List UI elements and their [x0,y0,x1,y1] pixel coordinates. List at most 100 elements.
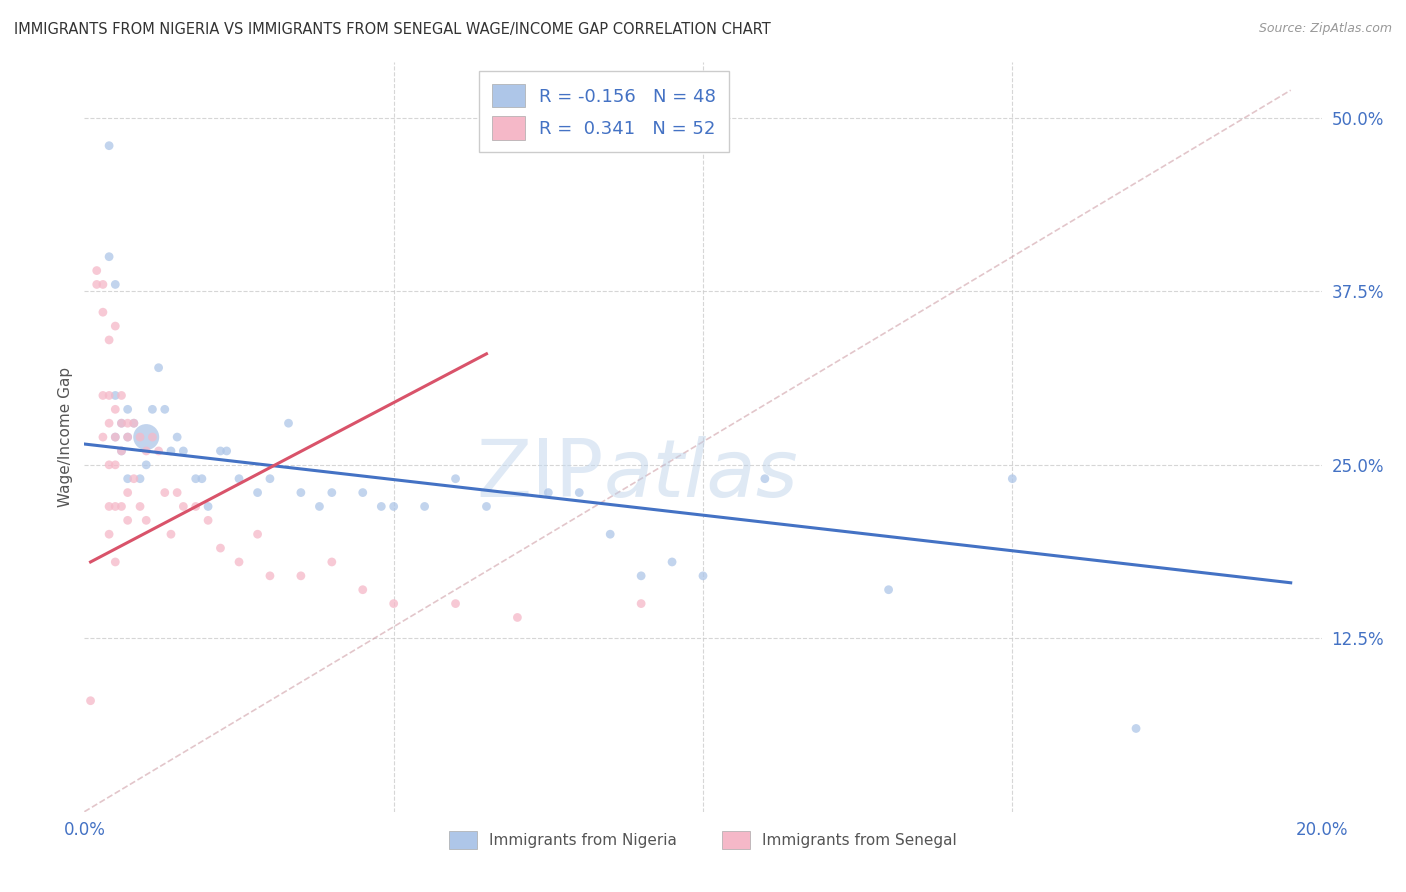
Point [104,319,127,334]
Point [599,527,621,541]
Point [98,333,121,347]
Point [110,444,132,458]
Point [568,485,591,500]
Point [110,416,132,430]
Point [197,513,219,527]
Point [754,472,776,486]
Point [1125,722,1147,736]
Text: IMMIGRANTS FROM NIGERIA VS IMMIGRANTS FROM SENEGAL WAGE/INCOME GAP CORRELATION C: IMMIGRANTS FROM NIGERIA VS IMMIGRANTS FR… [14,22,770,37]
Point [630,597,652,611]
Point [122,416,145,430]
Point [259,569,281,583]
Point [110,500,132,514]
Point [91,277,114,292]
Point [184,472,207,486]
Point [308,500,330,514]
Point [91,305,114,319]
Point [506,610,529,624]
Point [277,416,299,430]
Point [153,402,176,417]
Point [104,388,127,402]
Point [352,485,374,500]
Point [86,277,108,292]
Point [129,430,152,444]
Point [166,485,188,500]
Point [352,582,374,597]
Point [104,555,127,569]
Point [382,500,405,514]
Point [141,402,163,417]
Point [122,416,145,430]
Point [444,472,467,486]
Point [413,500,436,514]
Point [290,485,312,500]
Point [98,527,121,541]
Point [135,513,157,527]
Point [110,388,132,402]
Point [79,694,101,708]
Point [98,500,121,514]
Point [117,485,139,500]
Point [259,472,281,486]
Point [110,416,132,430]
Point [246,527,269,541]
Point [104,500,127,514]
Point [321,555,343,569]
Point [197,500,219,514]
Point [630,569,652,583]
Point [91,430,114,444]
Text: ZIP: ZIP [477,435,605,514]
Legend: Immigrants from Nigeria, Immigrants from Senegal: Immigrants from Nigeria, Immigrants from… [441,823,965,856]
Point [135,458,157,472]
Point [228,555,250,569]
Point [153,485,176,500]
Point [86,263,108,277]
Point [148,360,170,375]
Point [321,485,343,500]
Point [98,458,121,472]
Point [160,527,183,541]
Point [110,444,132,458]
Point [370,500,392,514]
Point [184,500,207,514]
Point [98,250,121,264]
Point [117,513,139,527]
Point [104,458,127,472]
Point [475,500,498,514]
Point [104,430,127,444]
Point [246,485,269,500]
Point [444,597,467,611]
Point [537,485,560,500]
Point [117,430,139,444]
Point [1001,472,1024,486]
Point [166,430,188,444]
Point [160,444,183,458]
Point [117,430,139,444]
Point [692,569,714,583]
Point [122,472,145,486]
Point [209,444,232,458]
Point [91,388,114,402]
Point [98,388,121,402]
Point [104,430,127,444]
Point [104,277,127,292]
Point [129,500,152,514]
Point [215,444,238,458]
Point [104,402,127,417]
Y-axis label: Wage/Income Gap: Wage/Income Gap [58,367,73,508]
Point [98,138,121,153]
Point [172,444,194,458]
Text: atlas: atlas [605,435,799,514]
Point [117,472,139,486]
Point [98,416,121,430]
Point [382,597,405,611]
Point [129,472,152,486]
Point [141,430,163,444]
Point [148,444,170,458]
Text: Source: ZipAtlas.com: Source: ZipAtlas.com [1258,22,1392,36]
Point [877,582,900,597]
Point [117,416,139,430]
Point [135,444,157,458]
Point [135,430,157,444]
Point [661,555,683,569]
